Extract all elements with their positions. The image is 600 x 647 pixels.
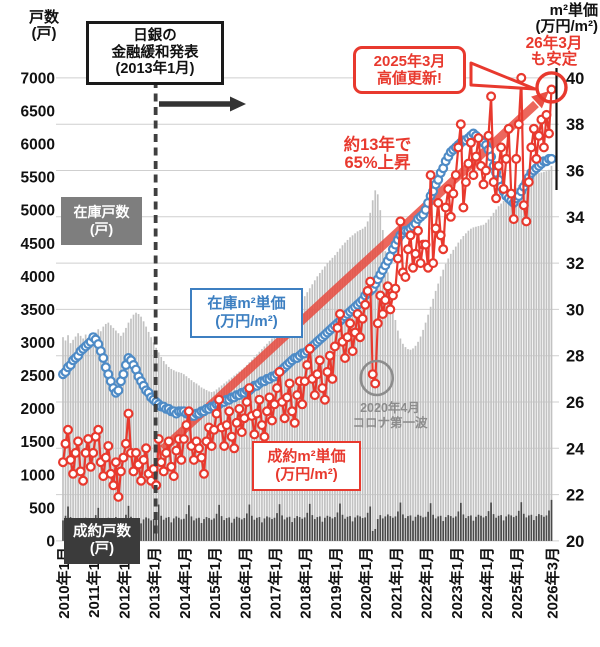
svg-text:2018年1月: 2018年1月 bbox=[297, 547, 315, 619]
black-arrow bbox=[159, 96, 246, 112]
svg-text:2015年1月: 2015年1月 bbox=[206, 547, 224, 619]
left-axis-title-line2: (戸) bbox=[31, 25, 57, 42]
svg-text:2019年1月: 2019年1月 bbox=[327, 547, 345, 619]
svg-text:1500: 1500 bbox=[21, 434, 55, 451]
left-axis-labels: 0 500 1000 1500 2000 2500 3000 3500 4000 4500 5000… bbox=[21, 70, 55, 550]
svg-text:2017年1月: 2017年1月 bbox=[267, 547, 285, 619]
inventory-price-label: 在庫m²単価 (万円/m²) bbox=[190, 288, 303, 338]
svg-text:24: 24 bbox=[566, 440, 585, 458]
corona-line1: 2020年4月 bbox=[360, 401, 420, 415]
svg-text:2500: 2500 bbox=[21, 368, 55, 385]
svg-text:28: 28 bbox=[566, 348, 584, 366]
deal-units-line2: (戸) bbox=[89, 541, 115, 557]
svg-text:30: 30 bbox=[566, 301, 584, 319]
svg-text:2011年1月: 2011年1月 bbox=[85, 547, 103, 618]
inv-price-line2: (万円/m²) bbox=[215, 313, 278, 330]
svg-text:5000: 5000 bbox=[21, 203, 55, 220]
boj-easing-box: 日銀の 金融緩和発表 (2013年1月) bbox=[86, 21, 224, 85]
left-axis-title: 戸数 (戸) bbox=[16, 10, 72, 42]
svg-text:2026年3月: 2026年3月 bbox=[543, 547, 561, 619]
svg-text:3500: 3500 bbox=[21, 302, 55, 319]
svg-text:3000: 3000 bbox=[21, 335, 55, 352]
corona-annotation: 2020年4月 コロナ第一波 bbox=[338, 401, 442, 430]
record-line1: 2025年3月 bbox=[373, 53, 446, 70]
deal-price-line2: (万円/m²) bbox=[275, 466, 338, 483]
svg-text:6000: 6000 bbox=[21, 137, 55, 154]
svg-text:2023年1月: 2023年1月 bbox=[448, 547, 466, 619]
right-axis-title: m²単価 (万円/m²) bbox=[498, 2, 599, 35]
svg-text:5500: 5500 bbox=[21, 170, 55, 187]
svg-text:2020年1月: 2020年1月 bbox=[357, 547, 375, 619]
left-axis-title-line1: 戸数 bbox=[28, 9, 59, 26]
record-high-callout: 2025年3月 高値更新! bbox=[353, 46, 466, 94]
svg-text:4500: 4500 bbox=[21, 236, 55, 253]
inv-units-line1: 在庫戸数 bbox=[73, 204, 130, 220]
deal-price-line bbox=[57, 72, 557, 502]
svg-text:2022年1月: 2022年1月 bbox=[418, 547, 436, 619]
svg-text:22: 22 bbox=[566, 487, 584, 505]
boj-line2: 金融緩和発表 bbox=[111, 44, 199, 61]
final-point-highlight-circle bbox=[535, 71, 568, 104]
record-callout-pointer bbox=[469, 61, 537, 91]
record-line2: 高値更新! bbox=[377, 70, 442, 87]
rise-annotation: 約13年で 65%上昇 bbox=[329, 136, 426, 172]
rise-line1: 約13年で bbox=[343, 136, 412, 154]
deal-units-label: 成約戸数 (戸) bbox=[64, 518, 140, 564]
svg-text:36: 36 bbox=[566, 163, 584, 181]
stable-line2: も安定 bbox=[530, 50, 578, 68]
inv-price-line1: 在庫m²単価 bbox=[207, 295, 286, 312]
right-axis-title-line2: (万円/m²) bbox=[535, 18, 599, 35]
deal-price-label: 成約m²単価 (万円/m²) bbox=[252, 441, 361, 491]
boj-line3: (2013年1月) bbox=[115, 61, 195, 77]
inventory-units-label: 在庫戸数 (戸) bbox=[61, 197, 142, 245]
deal-units-line1: 成約戸数 bbox=[73, 524, 131, 540]
rise-line2: 65%上昇 bbox=[344, 153, 411, 172]
svg-text:2000: 2000 bbox=[21, 401, 55, 418]
svg-text:2025年1月: 2025年1月 bbox=[508, 547, 526, 619]
svg-text:500: 500 bbox=[29, 500, 55, 517]
svg-text:1000: 1000 bbox=[21, 467, 55, 484]
svg-text:2012年1月: 2012年1月 bbox=[115, 547, 133, 619]
svg-text:6500: 6500 bbox=[21, 103, 55, 120]
svg-text:20: 20 bbox=[566, 533, 584, 551]
stable-annotation: 26年3月 も安定 bbox=[509, 36, 599, 67]
svg-text:40: 40 bbox=[566, 70, 584, 88]
svg-text:32: 32 bbox=[566, 255, 584, 273]
svg-text:26: 26 bbox=[566, 394, 584, 412]
svg-text:2014年1月: 2014年1月 bbox=[176, 547, 194, 619]
right-axis-title-line1: m²単価 bbox=[549, 2, 598, 19]
boj-line1: 日銀の bbox=[133, 28, 177, 44]
stable-line1: 26年3月 bbox=[525, 35, 583, 52]
svg-text:2024年1月: 2024年1月 bbox=[478, 547, 496, 619]
trend-arrow bbox=[160, 91, 549, 453]
deal-price-line1: 成約m²単価 bbox=[267, 448, 346, 465]
inv-units-line2: (戸) bbox=[89, 221, 114, 237]
svg-text:7000: 7000 bbox=[21, 70, 55, 87]
svg-text:2010年1月: 2010年1月 bbox=[55, 547, 73, 619]
corona-circle bbox=[359, 359, 395, 397]
svg-text:2016年1月: 2016年1月 bbox=[236, 547, 254, 619]
svg-text:2013年1月: 2013年1月 bbox=[146, 547, 164, 619]
svg-text:0: 0 bbox=[46, 533, 55, 550]
svg-text:34: 34 bbox=[566, 209, 585, 227]
x-axis-labels: 2010年1月 2011年1月 2012年1月 2013年1月 2014年1月 2015年… bbox=[55, 547, 561, 619]
right-axis-labels: 20 22 24 26 28 30 32 34 36 38 40 bbox=[566, 70, 585, 551]
svg-text:4000: 4000 bbox=[21, 269, 55, 286]
corona-line2: コロナ第一波 bbox=[352, 415, 428, 430]
svg-text:38: 38 bbox=[566, 116, 584, 134]
svg-text:2021年1月: 2021年1月 bbox=[387, 547, 405, 619]
